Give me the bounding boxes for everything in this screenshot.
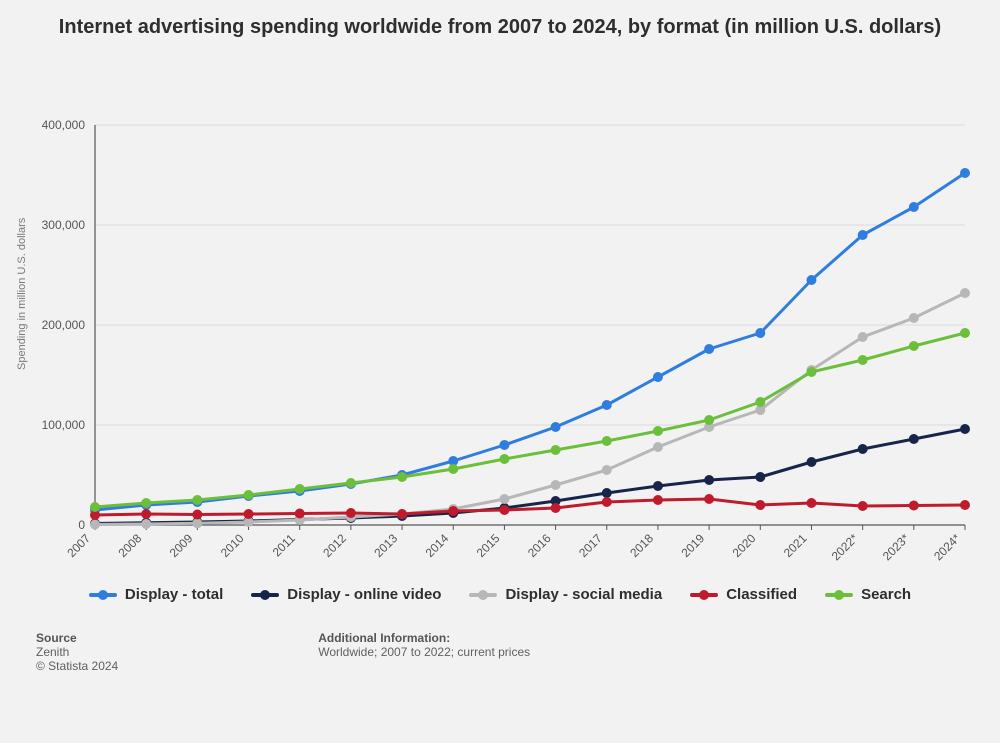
chart-title: Internet advertising spending worldwide … [0, 0, 1000, 40]
legend-swatch [690, 593, 718, 597]
info-value: Worldwide; 2007 to 2022; current prices [318, 645, 530, 659]
legend-item: Search [825, 586, 911, 603]
svg-text:2007: 2007 [64, 531, 93, 560]
copyright: © Statista 2024 [36, 659, 118, 673]
svg-text:2014: 2014 [423, 531, 452, 560]
svg-text:2009: 2009 [167, 531, 196, 560]
legend-item: Display - online video [251, 586, 441, 603]
svg-text:2024*: 2024* [931, 531, 963, 563]
svg-text:0: 0 [78, 518, 85, 532]
svg-text:2013: 2013 [371, 531, 400, 560]
legend-swatch [469, 593, 497, 597]
svg-text:400,000: 400,000 [42, 118, 86, 132]
legend-label: Display - total [125, 586, 223, 603]
legend-label: Classified [726, 586, 797, 603]
svg-text:2016: 2016 [525, 531, 554, 560]
legend-label: Search [861, 586, 911, 603]
legend-swatch [251, 593, 279, 597]
info-block: Additional Information: Worldwide; 2007 … [318, 631, 530, 673]
svg-text:200,000: 200,000 [42, 318, 86, 332]
legend: Display - total Display - online video Dis… [0, 586, 1000, 603]
svg-text:2011: 2011 [270, 531, 298, 559]
svg-text:2008: 2008 [116, 531, 145, 560]
svg-text:2019: 2019 [678, 531, 707, 560]
legend-item: Classified [690, 586, 797, 603]
svg-text:2020: 2020 [730, 531, 759, 560]
line-chart: 0 100,000 200,000 300,000 400,000 2007 2008 200… [0, 40, 1000, 580]
svg-text:2021: 2021 [781, 531, 810, 560]
legend-label: Display - online video [287, 586, 441, 603]
legend-swatch [89, 593, 117, 597]
footer: Source Zenith © Statista 2024 Additional… [0, 603, 1000, 673]
y-axis-label: Spending in million U.S. dollars [16, 218, 28, 370]
legend-item: Display - social media [469, 586, 662, 603]
svg-text:2022*: 2022* [829, 531, 861, 563]
svg-text:2010: 2010 [218, 531, 247, 560]
legend-label: Display - social media [505, 586, 662, 603]
legend-item: Display - total [89, 586, 223, 603]
info-label: Additional Information: [318, 631, 530, 645]
svg-text:2018: 2018 [627, 531, 656, 560]
legend-swatch [825, 593, 853, 597]
source-label: Source [36, 631, 118, 645]
svg-text:2023*: 2023* [880, 531, 912, 563]
source-value: Zenith [36, 645, 118, 659]
chart-area: Spending in million U.S. dollars 0 100,00… [0, 40, 1000, 580]
svg-text:2015: 2015 [474, 531, 503, 560]
svg-text:2017: 2017 [576, 531, 605, 560]
svg-text:100,000: 100,000 [42, 418, 86, 432]
svg-text:300,000: 300,000 [42, 218, 86, 232]
source-block: Source Zenith © Statista 2024 [36, 631, 118, 673]
svg-text:2012: 2012 [320, 531, 349, 560]
